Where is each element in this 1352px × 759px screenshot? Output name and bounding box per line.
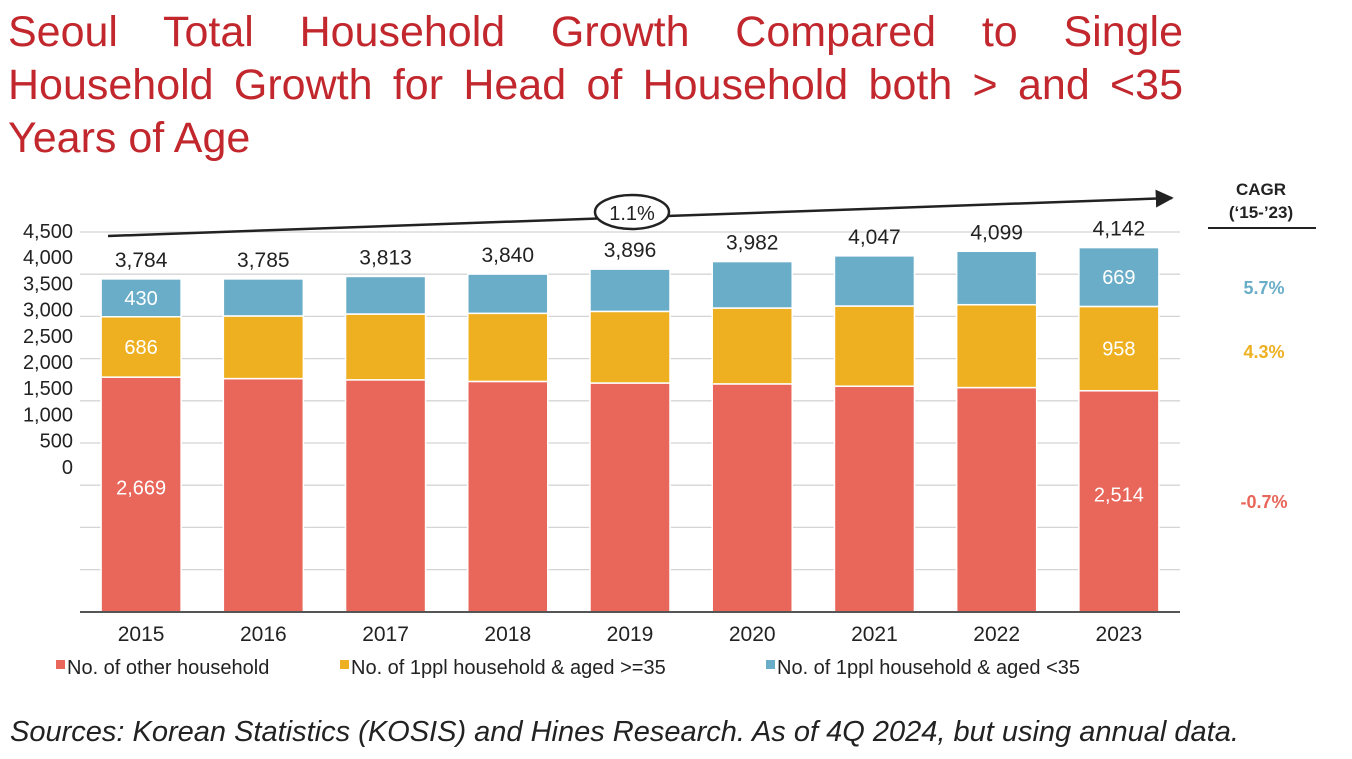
cagr-header: CAGR: [1236, 180, 1286, 199]
total-label: 3,813: [359, 246, 412, 269]
x-tick-label: 2020: [729, 623, 776, 646]
total-label: 4,142: [1093, 218, 1146, 241]
bars: [100, 246, 1160, 613]
bar-segment: [711, 307, 793, 385]
legend-label: No. of 1ppl household & aged >=35: [351, 657, 666, 679]
data-label: 2,514: [1094, 484, 1144, 506]
cagr-value: -0.7%: [1240, 492, 1287, 512]
cagr-value: 5.7%: [1243, 278, 1284, 298]
data-label: 2,669: [116, 478, 166, 500]
bar-segment: [344, 379, 427, 613]
trend-badge: [593, 193, 671, 231]
legend-label: No. of other household: [67, 657, 269, 679]
x-tick-label: 2021: [851, 623, 898, 646]
y-tick-label: 0: [62, 457, 73, 479]
y-tick-label: 500: [40, 431, 73, 453]
y-tick-label: 2,500: [23, 326, 73, 348]
bar-segment: [100, 316, 182, 378]
data-label: 430: [124, 288, 157, 310]
bar-segment: [833, 305, 916, 387]
y-tick-label: 1,500: [23, 378, 73, 400]
bar-segment: [589, 382, 671, 613]
bar-segment: [100, 278, 182, 318]
bar-segment: [711, 260, 793, 309]
legend-swatch: [56, 660, 65, 669]
x-tick-label: 2022: [973, 623, 1020, 646]
y-tick-label: 1,000: [23, 404, 73, 426]
bar-segment: [955, 386, 1038, 613]
legend-label: No. of 1ppl household & aged <35: [777, 657, 1080, 679]
bar-segment: [222, 278, 305, 317]
total-label: 4,099: [970, 221, 1023, 244]
cagr-panel: CAGR (‘15-’23) 5.7% 4.3% -0.7%: [1208, 180, 1316, 512]
cagr-period: (‘15-’23): [1229, 203, 1293, 222]
data-labels: 2,669 686 430 3,784 3,785 3,813 3,840 3,896 3,98…: [115, 218, 1145, 507]
x-tick-label: 2018: [484, 623, 531, 646]
x-tick-label: 2017: [362, 623, 409, 646]
total-label: 3,785: [237, 249, 290, 272]
data-label: 669: [1102, 267, 1135, 289]
x-tick-label: 2016: [240, 623, 287, 646]
bar-segment: [467, 380, 549, 613]
legend-swatch: [766, 660, 775, 669]
data-label: 686: [124, 337, 157, 359]
bar-segment: [955, 250, 1038, 306]
trend-label: 1.1%: [609, 203, 655, 225]
chart-title: Seoul Total Household Growth Compared to…: [8, 8, 1183, 162]
x-tick-label: 2015: [118, 623, 165, 646]
total-label: 4,047: [848, 226, 901, 249]
bar-segment: [222, 315, 305, 380]
legend: No. of other household No. of 1ppl househ…: [56, 657, 1080, 679]
bar-segment: [1078, 305, 1160, 392]
source-note: Sources: Korean Statistics (KOSIS) and H…: [10, 716, 1239, 748]
cagr-value: 4.3%: [1243, 342, 1284, 362]
bar-segment: [1078, 390, 1160, 613]
total-label: 3,896: [604, 239, 657, 262]
bar-segment: [344, 313, 427, 381]
data-label: 958: [1102, 339, 1135, 361]
bar-segment: [711, 383, 793, 613]
bar-segment: [344, 275, 427, 315]
bar-segment: [1078, 246, 1160, 308]
axes: 4,500 4,000 3,500 3,000 2,500 2,000 1,500 1,000…: [23, 221, 1180, 646]
total-label: 3,982: [726, 232, 779, 255]
bar-segment: [467, 312, 549, 383]
trend-arrow: 1.1%: [107, 189, 1174, 238]
bar-segment: [955, 303, 1038, 389]
bar-segment: [833, 385, 916, 613]
y-tick-label: 3,000: [23, 300, 73, 322]
bar-segment: [467, 273, 549, 315]
y-tick-label: 3,500: [23, 273, 73, 295]
bar-segment: [589, 310, 671, 384]
legend-swatch: [340, 660, 349, 669]
y-tick-label: 4,500: [23, 221, 73, 243]
bar-segment: [833, 255, 916, 307]
x-tick-label: 2019: [607, 623, 654, 646]
bar-segment: [589, 268, 671, 313]
bar-segment: [222, 377, 305, 613]
x-tick-label: 2023: [1096, 623, 1143, 646]
y-tick-label: 2,000: [23, 352, 73, 374]
total-label: 3,840: [481, 244, 534, 267]
total-label: 3,784: [115, 249, 168, 272]
y-tick-label: 4,000: [23, 247, 73, 269]
